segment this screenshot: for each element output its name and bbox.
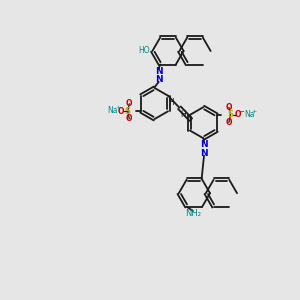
Text: +: + [115, 105, 120, 110]
Text: O: O [235, 110, 241, 119]
Text: N: N [155, 67, 163, 76]
Text: +: + [252, 109, 257, 114]
Text: S: S [125, 107, 131, 116]
Text: O: O [226, 118, 232, 127]
Text: NH₂: NH₂ [185, 209, 201, 218]
Text: Na: Na [107, 106, 118, 115]
Text: S: S [227, 110, 233, 119]
Text: O: O [226, 103, 232, 112]
Text: Na: Na [244, 110, 255, 119]
Text: N: N [155, 75, 163, 84]
Text: O: O [126, 99, 133, 108]
Text: N: N [200, 140, 208, 149]
Text: N: N [200, 149, 208, 158]
Text: O: O [118, 107, 124, 116]
Text: O: O [126, 114, 133, 123]
Text: −: − [238, 109, 244, 115]
Text: HO: HO [138, 46, 149, 55]
Text: H: H [169, 98, 175, 107]
Text: H: H [180, 110, 186, 119]
